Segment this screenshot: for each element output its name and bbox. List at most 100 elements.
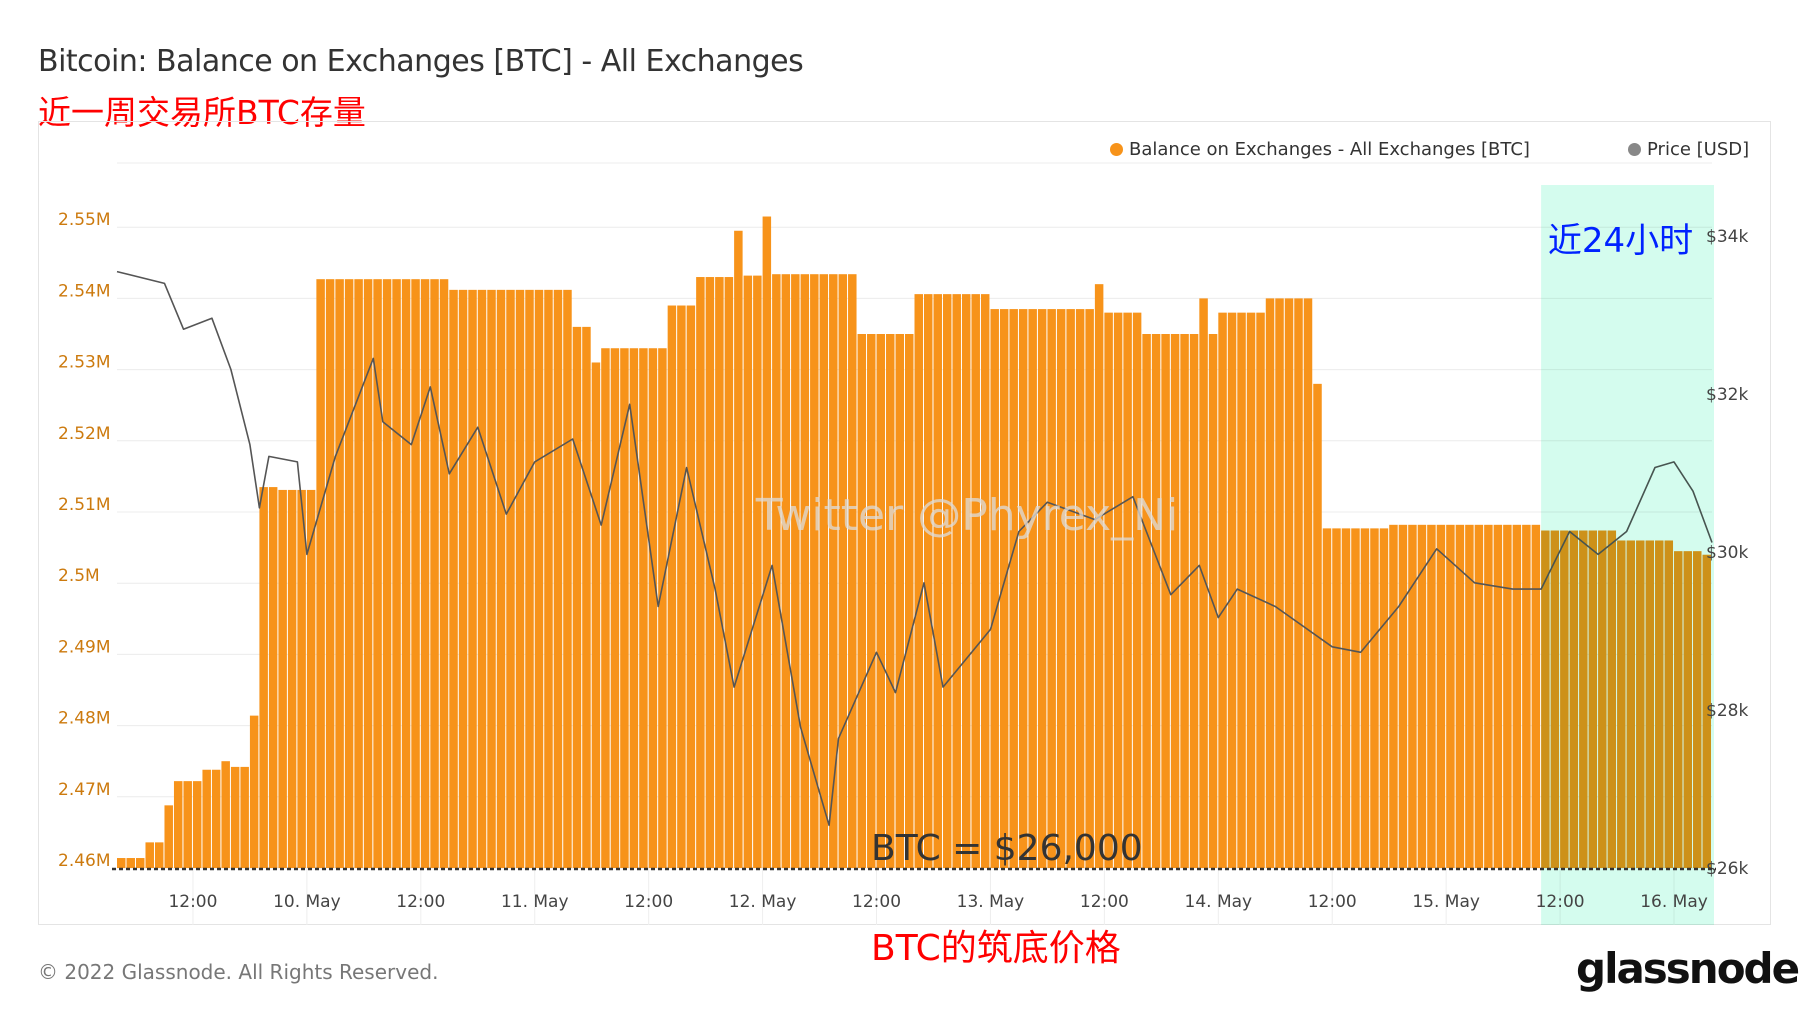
balance-bar [354, 279, 363, 868]
y-left-tick-label: 2.5M [58, 566, 100, 586]
y-left-tick-label: 2.49M [58, 637, 111, 657]
y-left-tick-label: 2.54M [58, 281, 111, 301]
floor-price-label: BTC的筑底价格 [871, 928, 1121, 969]
balance-bar [1474, 524, 1484, 868]
balance-bar [1132, 312, 1142, 868]
copyright: © 2022 Glassnode. All Rights Reserved. [38, 960, 439, 984]
balance-bar [1047, 309, 1056, 869]
balance-bar [1284, 298, 1294, 868]
balance-bar [506, 289, 515, 869]
y-left-tick-label: 2.47M [58, 780, 111, 800]
balance-bar [1522, 524, 1531, 868]
balance-bar [1465, 524, 1474, 868]
y-right-tick-label: $32k [1706, 385, 1748, 405]
balance-bar [145, 842, 154, 868]
balance-bar [1180, 334, 1189, 868]
balance-bar [1408, 524, 1417, 868]
balance-bar [791, 274, 800, 868]
balance-bar [942, 294, 952, 868]
x-tick-label: 12:00 [168, 892, 217, 912]
balance-bar [287, 489, 297, 868]
balance-bar [496, 289, 506, 869]
balance-bar [1446, 524, 1455, 868]
balance-bar [848, 274, 857, 868]
balance-bar [1275, 298, 1284, 868]
balance-bar [1227, 312, 1237, 868]
balance-bar [230, 766, 240, 868]
x-tick-label: 12. May [729, 892, 797, 912]
balance-bar [1161, 334, 1170, 868]
balance-bar [1199, 298, 1208, 868]
balance-bar [838, 274, 848, 868]
balance-bar [268, 487, 278, 868]
balance-bar [1151, 334, 1161, 868]
balance-bar [1322, 528, 1332, 868]
balance-bar [1503, 524, 1512, 868]
balance-bar [392, 279, 401, 868]
balance-bar [1360, 528, 1370, 868]
balance-bar [1009, 309, 1018, 869]
chart-frame [38, 121, 1771, 925]
balance-bar [1379, 528, 1389, 868]
x-tick-label: 12:00 [1080, 892, 1129, 912]
balance-bar [515, 289, 525, 869]
balance-bar [705, 277, 715, 868]
floor-price-annotation: BTC = $26,000 [871, 828, 1143, 869]
balance-bar [867, 334, 876, 868]
balance-bar [1303, 298, 1313, 868]
legend-dot-gray-icon [1628, 143, 1641, 156]
balance-bar [316, 279, 325, 868]
balance-bar [449, 289, 458, 869]
balance-bar [696, 277, 705, 868]
balance-bar [202, 769, 211, 868]
balance-bar [800, 274, 810, 868]
balance-bar [980, 294, 990, 868]
balance-bar [487, 289, 496, 869]
balance-bar [1028, 309, 1037, 869]
balance-bar [1085, 309, 1094, 869]
balance-bar [999, 309, 1009, 869]
price-line [116, 270, 1713, 827]
balance-bar [724, 277, 734, 868]
balance-bar [1436, 524, 1446, 868]
x-tick-label: 12:00 [852, 892, 901, 912]
balance-bar [1104, 312, 1113, 868]
balance-bar [335, 279, 344, 868]
balance-bar [1075, 309, 1085, 869]
x-tick-label: 12:00 [396, 892, 445, 912]
balance-bar [1123, 312, 1132, 868]
y-right-tick-label: $34k [1706, 227, 1748, 247]
balance-bar [905, 334, 914, 868]
balance-bar [420, 279, 430, 868]
balance-bar [1389, 524, 1398, 868]
legend-item-price[interactable]: Price [USD] [1628, 139, 1749, 160]
y-left-tick-label: 2.51M [58, 495, 111, 515]
balance-bar [572, 326, 582, 868]
x-tick-label: 12:00 [1308, 892, 1357, 912]
y-right-tick-label: $28k [1706, 701, 1748, 721]
balance-bar [401, 279, 411, 868]
balance-bar [249, 715, 259, 868]
balance-bar [297, 489, 306, 868]
balance-bar [1370, 528, 1379, 868]
legend-item-balance[interactable]: Balance on Exchanges - All Exchanges [BT… [1110, 139, 1530, 160]
legend-dot-orange-icon [1110, 143, 1123, 156]
balance-bar [1066, 309, 1075, 869]
balance-bar [458, 289, 468, 869]
balance-bar [620, 348, 629, 868]
balance-bar [686, 305, 696, 868]
balance-bar [306, 489, 316, 868]
balance-bar [876, 334, 886, 868]
x-tick-label: 13. May [957, 892, 1025, 912]
balance-bar [610, 348, 620, 868]
x-tick-label: 15. May [1412, 892, 1480, 912]
y-left-tick-label: 2.55M [58, 210, 111, 230]
balance-bar [961, 294, 971, 868]
chart-subtitle: 近一周交易所BTC存量 [38, 93, 366, 132]
balance-bar [117, 858, 126, 868]
balance-bar [829, 274, 838, 868]
balance-bar [895, 334, 905, 868]
balance-bar [344, 279, 354, 868]
balance-bar [1512, 524, 1522, 868]
balance-bar [933, 294, 942, 868]
